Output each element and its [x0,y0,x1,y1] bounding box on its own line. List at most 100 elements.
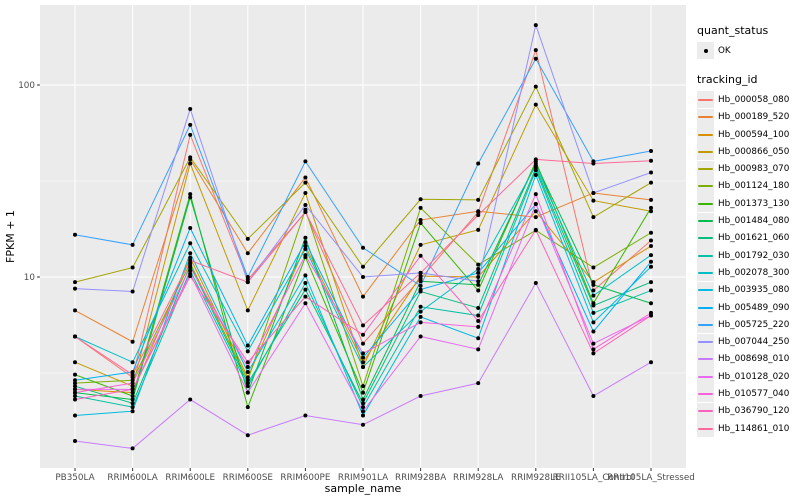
data-point [649,360,653,365]
series-color-line-icon [698,323,713,326]
data-point [130,401,135,406]
line-key-icon [697,385,714,403]
data-point [476,161,481,166]
x-tick-label: RRIM928LE [511,473,561,483]
data-point [591,347,596,352]
data-point [361,351,365,356]
data-point [73,393,77,398]
point-key-icon [697,42,714,60]
legend-item-Hb_010577_040: Hb_010577_040 [697,385,797,403]
data-point [73,378,77,383]
series-color-line-icon [698,271,713,274]
data-point [73,397,77,402]
data-point [245,236,250,241]
data-point [303,273,308,278]
data-point [476,279,481,284]
data-point [303,240,308,245]
data-point [476,227,481,232]
data-point [130,384,135,389]
series-color-line-icon [698,168,713,171]
data-point [303,246,308,251]
data-point [533,281,538,286]
line-key-icon [697,299,714,316]
data-point [476,381,481,386]
data-point [418,242,423,247]
line-key-icon [697,143,714,161]
data-point [418,314,423,319]
data-point [73,384,77,389]
data-point [476,213,481,218]
data-point [418,221,423,226]
data-point [649,230,653,235]
data-point [476,336,481,341]
data-point [649,180,653,185]
legend-item-label: OK [718,45,731,56]
data-point [476,318,481,323]
data-point [245,275,250,279]
y-tick-label: 10 [24,273,36,283]
legend-item-label: Hb_005725_220 [718,319,790,330]
data-point [73,387,77,392]
data-point [303,175,308,180]
line-key-icon [697,91,714,109]
data-point [591,288,596,293]
data-point [418,197,423,202]
x-tick-label: RRIM928LA [453,473,503,483]
data-point [533,172,538,177]
data-point [130,387,135,392]
line-key-icon [697,420,714,438]
data-point [303,294,308,299]
data-point [73,232,77,237]
data-point [303,210,308,215]
legend-item-label: Hb_010128_020 [718,371,790,382]
series-color-line-icon [698,220,713,223]
data-point [130,378,135,383]
data-point [361,332,365,337]
legend-tracking-id-items: Hb_000058_080 Hb_000189_520 Hb_000594_100 H… [697,91,797,438]
data-point [188,268,193,273]
data-point [188,195,193,200]
data-point [73,372,77,377]
legend-item-Hb_005489_090: Hb_005489_090 [697,299,797,316]
data-point [591,265,596,270]
legend-item-label: Hb_008698_010 [718,354,790,365]
data-point [361,397,365,402]
data-point [188,132,193,137]
legend-item-label: Hb_001484_080 [718,216,790,227]
legend-tracking-id-title: tracking_id [697,73,758,87]
data-point [476,288,481,293]
data-point [73,390,77,395]
data-point [649,197,653,202]
legend-item-label: Hb_000983_070 [718,164,790,175]
data-point [303,190,308,195]
line-key-icon [697,281,714,299]
data-point [130,446,135,451]
ok-point-icon [703,48,708,53]
series-color-line-icon [698,237,713,240]
legend-item-label: Hb_000866_050 [718,146,790,157]
y-axis-title: FPKM + 1 [4,210,17,263]
data-point [188,106,193,111]
line-key-icon [697,333,714,351]
data-point [245,343,250,348]
x-tick-label: PB350LA [55,473,94,483]
legend-item-Hb_000866_050: Hb_000866_050 [697,143,797,161]
data-point [361,264,365,269]
series-color-line-icon [698,133,713,136]
data-point [533,201,538,206]
data-point [418,287,423,292]
legend-tracking-id-section: tracking_id Hb_000058_080 Hb_000189_520 Hb… [697,73,797,438]
legend-item-Hb_005725_220: Hb_005725_220 [697,316,797,334]
data-point [361,341,365,346]
data-point [533,209,538,214]
data-point [476,282,481,287]
data-point [361,355,365,360]
data-point [188,192,193,197]
data-point [649,264,653,269]
data-point [73,381,77,386]
x-tick-label: RRIM600SE [223,473,273,483]
data-point [591,341,596,346]
data-point [130,265,135,270]
